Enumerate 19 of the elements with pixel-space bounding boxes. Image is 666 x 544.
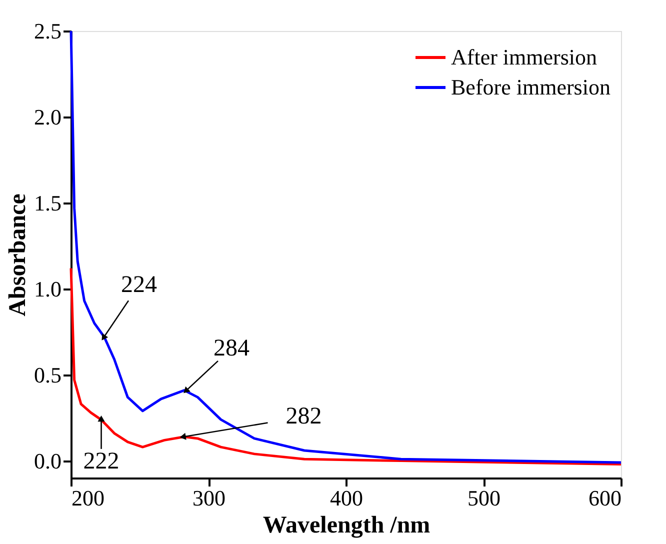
y-tick-label: 2.5 [34, 18, 62, 44]
y-tick-label: 2.0 [34, 104, 62, 130]
annotation: 284 [214, 335, 250, 362]
annotation: 224 [121, 272, 157, 298]
x-tick-label: 300 [192, 486, 226, 510]
y-tick-label: 0.5 [34, 362, 62, 388]
annotation: 222 [83, 448, 120, 475]
x-axis-title: Wavelength /nm [262, 512, 430, 538]
x-tick-label: 600 [588, 486, 622, 510]
y-tick-label: 0.0 [34, 448, 62, 474]
legend-label: Before immersion [451, 74, 610, 100]
x-tick-label: 200 [72, 486, 104, 510]
y-axis-title: Absorbance [5, 193, 31, 316]
y-tick-label: 1.0 [34, 276, 62, 302]
legend-label: After immersion [451, 44, 598, 70]
y-tick-label: 1.5 [34, 190, 62, 216]
annotation: 282 [286, 404, 322, 430]
x-tick-label: 400 [330, 486, 363, 510]
x-tick-label: 500 [468, 486, 500, 510]
